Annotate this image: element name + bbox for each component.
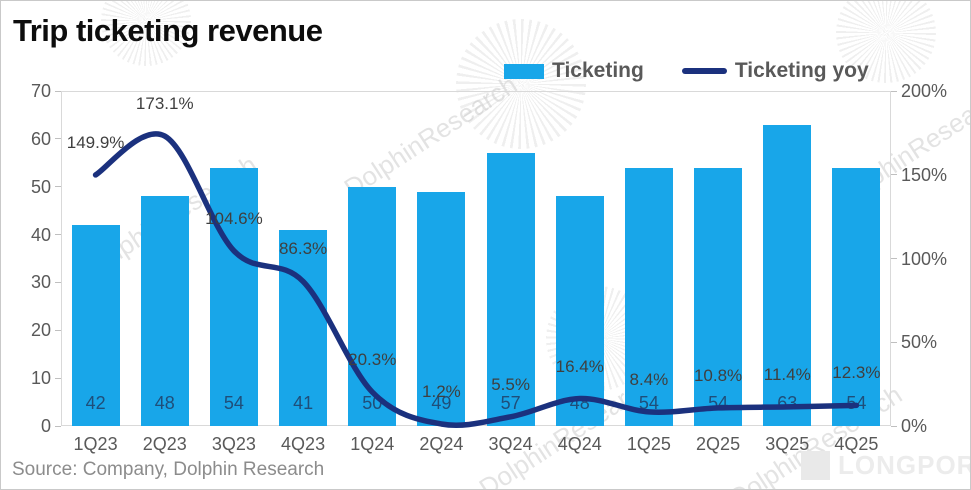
bar	[486, 153, 535, 426]
yoy-data-label: 10.8%	[693, 365, 743, 385]
x-axis-label: 2Q23	[142, 434, 187, 454]
bar	[209, 167, 258, 426]
bar	[694, 167, 743, 426]
right-axis-tick-label: 50%	[901, 332, 938, 353]
bar-value-label: 57	[500, 393, 521, 413]
yoy-data-label: 12.3%	[832, 363, 881, 383]
bar-value-label: 54	[223, 393, 244, 413]
yoy-data-label: 86.3%	[278, 239, 328, 259]
x-axis-label: 3Q25	[765, 434, 810, 454]
bar	[624, 167, 673, 426]
bar	[417, 191, 466, 426]
bar	[763, 124, 812, 426]
yoy-data-label: 104.6%	[205, 208, 263, 228]
x-axis-label: 1Q24	[350, 434, 395, 454]
left-axis-tick	[55, 281, 61, 283]
x-axis-label: 1Q25	[626, 434, 671, 454]
right-axis-tick	[891, 174, 897, 176]
legend-label: Ticketing yoy	[734, 59, 869, 82]
bar	[71, 225, 120, 426]
left-axis-tick	[55, 234, 61, 236]
x-axis-label: 4Q24	[557, 434, 602, 454]
left-axis-tick-label: 60	[30, 128, 51, 149]
left-axis-tick-label: 30	[30, 272, 51, 293]
right-axis-tick	[891, 341, 897, 343]
bar-series-swatch-icon	[504, 63, 544, 79]
left-axis-tick-label: 50	[30, 176, 51, 197]
yoy-data-label: 11.4%	[763, 364, 811, 384]
x-axis-label: 4Q23	[281, 434, 326, 454]
chart-title: Trip ticketing revenue	[13, 13, 323, 48]
legend-label: Ticketing	[552, 59, 644, 82]
legend-item-ticketing-yoy: Ticketing yoy	[681, 59, 869, 83]
left-axis-tick-label: 20	[30, 320, 51, 341]
x-axis-label: 1Q23	[73, 434, 118, 454]
right-axis-tick-label: 150%	[901, 164, 948, 185]
x-axis-label: 3Q23	[211, 434, 256, 454]
yoy-data-label: 5.5%	[491, 374, 530, 394]
yoy-data-label: 173.1%	[135, 94, 194, 114]
left-axis-tick	[55, 329, 61, 331]
right-axis-tick	[891, 90, 897, 92]
left-axis-tick-label: 70	[30, 81, 51, 101]
bar-value-label: 49	[431, 393, 452, 413]
bar	[555, 196, 604, 426]
x-axis-label: 4Q25	[834, 434, 879, 454]
bar-value-label: 48	[154, 393, 175, 413]
bar	[279, 229, 328, 426]
bar-value-label: 54	[638, 393, 659, 413]
left-axis-tick	[55, 90, 61, 92]
left-axis-tick	[55, 186, 61, 188]
yoy-data-label: 1.2%	[422, 381, 461, 401]
right-axis-tick	[891, 258, 897, 259]
yoy-data-label: 20.3%	[348, 349, 397, 369]
legend-item-ticketing: Ticketing	[504, 59, 644, 83]
left-axis-tick	[55, 377, 61, 379]
bar	[832, 167, 881, 426]
line-series-swatch-icon	[681, 68, 727, 74]
bar	[348, 186, 397, 426]
right-axis-tick-label: 100%	[901, 248, 948, 269]
left-axis-tick	[55, 138, 61, 140]
yoy-data-label: 149.9%	[66, 132, 125, 152]
left-axis-tick-label: 40	[30, 224, 51, 245]
right-axis-tick	[891, 425, 897, 427]
bar-value-label: 41	[293, 393, 314, 413]
yoy-data-label: 16.4%	[555, 356, 604, 376]
right-axis-tick-label: 200%	[901, 81, 948, 101]
bar-value-label: 42	[85, 393, 106, 413]
bar	[140, 196, 189, 426]
left-axis-tick-label: 0	[40, 416, 51, 436]
x-axis-label: 2Q25	[696, 434, 741, 454]
yoy-data-label: 8.4%	[629, 369, 669, 389]
x-axis-label: 2Q24	[419, 434, 464, 454]
source-note: Source: Company, Dolphin Research	[12, 459, 325, 480]
longport-logo-icon	[801, 451, 830, 480]
left-axis-tick	[55, 425, 61, 427]
right-axis-tick-label: 0%	[901, 416, 928, 436]
yoy-line	[92, 131, 860, 428]
legend: Ticketing Ticketing yoy	[504, 59, 869, 83]
left-axis-tick-label: 10	[30, 368, 51, 389]
x-axis-label: 3Q24	[488, 434, 533, 454]
